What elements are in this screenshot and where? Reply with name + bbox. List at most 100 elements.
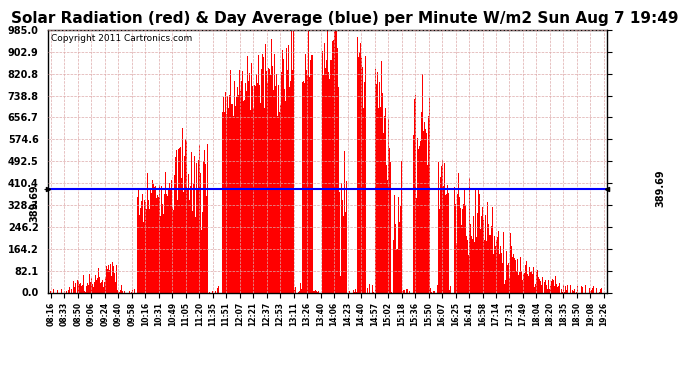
- Bar: [345, 213, 346, 292]
- Bar: [222, 112, 223, 292]
- Bar: [358, 57, 359, 292]
- Bar: [330, 60, 331, 292]
- Bar: [414, 99, 415, 292]
- Bar: [282, 67, 284, 292]
- Bar: [121, 285, 122, 292]
- Bar: [389, 148, 390, 292]
- Bar: [186, 141, 187, 292]
- Bar: [215, 291, 216, 292]
- Bar: [469, 178, 470, 292]
- Bar: [247, 120, 248, 292]
- Bar: [336, 30, 337, 292]
- Bar: [266, 71, 267, 292]
- Bar: [270, 75, 271, 292]
- Bar: [511, 246, 512, 292]
- Bar: [433, 291, 434, 292]
- Bar: [456, 243, 457, 292]
- Bar: [600, 289, 601, 292]
- Bar: [231, 104, 232, 292]
- Bar: [540, 281, 541, 292]
- Bar: [212, 285, 213, 292]
- Bar: [447, 185, 448, 292]
- Bar: [311, 55, 312, 292]
- Bar: [531, 272, 532, 292]
- Bar: [280, 105, 281, 292]
- Bar: [110, 266, 112, 292]
- Bar: [362, 67, 363, 292]
- Bar: [565, 286, 566, 292]
- Bar: [523, 274, 524, 292]
- Bar: [300, 283, 302, 292]
- Bar: [479, 194, 480, 292]
- Bar: [396, 249, 397, 292]
- Bar: [150, 199, 151, 292]
- Bar: [338, 87, 339, 292]
- Bar: [416, 198, 417, 292]
- Bar: [255, 86, 256, 292]
- Bar: [68, 290, 69, 292]
- Bar: [379, 78, 380, 292]
- Bar: [310, 60, 311, 292]
- Bar: [285, 100, 286, 292]
- Bar: [81, 285, 82, 292]
- Bar: [154, 188, 155, 292]
- Bar: [440, 177, 441, 292]
- Bar: [138, 188, 139, 292]
- Bar: [160, 216, 161, 292]
- Bar: [261, 83, 262, 292]
- Bar: [109, 270, 110, 292]
- Bar: [492, 207, 493, 292]
- Bar: [493, 274, 494, 292]
- Bar: [254, 86, 255, 292]
- Bar: [312, 56, 313, 292]
- Bar: [239, 70, 240, 292]
- Bar: [384, 116, 385, 292]
- Bar: [179, 148, 180, 292]
- Bar: [355, 290, 356, 292]
- Bar: [76, 288, 77, 292]
- Bar: [289, 87, 290, 292]
- Text: Solar Radiation (red) & Day Average (blue) per Minute W/m2 Sun Aug 7 19:49: Solar Radiation (red) & Day Average (blu…: [11, 11, 679, 26]
- Bar: [462, 234, 464, 292]
- Bar: [52, 288, 54, 292]
- Bar: [267, 83, 268, 292]
- Bar: [444, 194, 446, 292]
- Bar: [518, 275, 519, 292]
- Bar: [96, 280, 97, 292]
- Bar: [167, 196, 168, 292]
- Bar: [275, 86, 276, 292]
- Bar: [200, 173, 201, 292]
- Bar: [429, 98, 430, 292]
- Bar: [425, 129, 426, 292]
- Bar: [367, 288, 368, 292]
- Bar: [129, 291, 130, 292]
- Bar: [159, 203, 160, 292]
- Bar: [501, 253, 502, 292]
- Bar: [272, 66, 273, 292]
- Bar: [103, 280, 104, 292]
- Bar: [180, 147, 181, 292]
- Bar: [177, 201, 178, 292]
- Bar: [332, 41, 333, 292]
- Bar: [185, 139, 186, 292]
- Bar: [264, 66, 266, 292]
- Bar: [235, 106, 236, 292]
- Bar: [439, 209, 440, 292]
- Bar: [197, 190, 198, 292]
- Bar: [236, 97, 237, 292]
- Bar: [170, 188, 171, 292]
- Bar: [491, 226, 492, 292]
- Bar: [194, 156, 195, 292]
- Bar: [570, 285, 571, 292]
- Bar: [324, 42, 325, 292]
- Bar: [307, 75, 308, 292]
- Bar: [241, 70, 243, 292]
- Bar: [226, 114, 227, 292]
- Bar: [190, 186, 191, 292]
- Bar: [476, 237, 477, 292]
- Bar: [497, 244, 498, 292]
- Bar: [474, 242, 475, 292]
- Bar: [276, 74, 277, 292]
- Bar: [149, 209, 150, 292]
- Bar: [408, 291, 410, 292]
